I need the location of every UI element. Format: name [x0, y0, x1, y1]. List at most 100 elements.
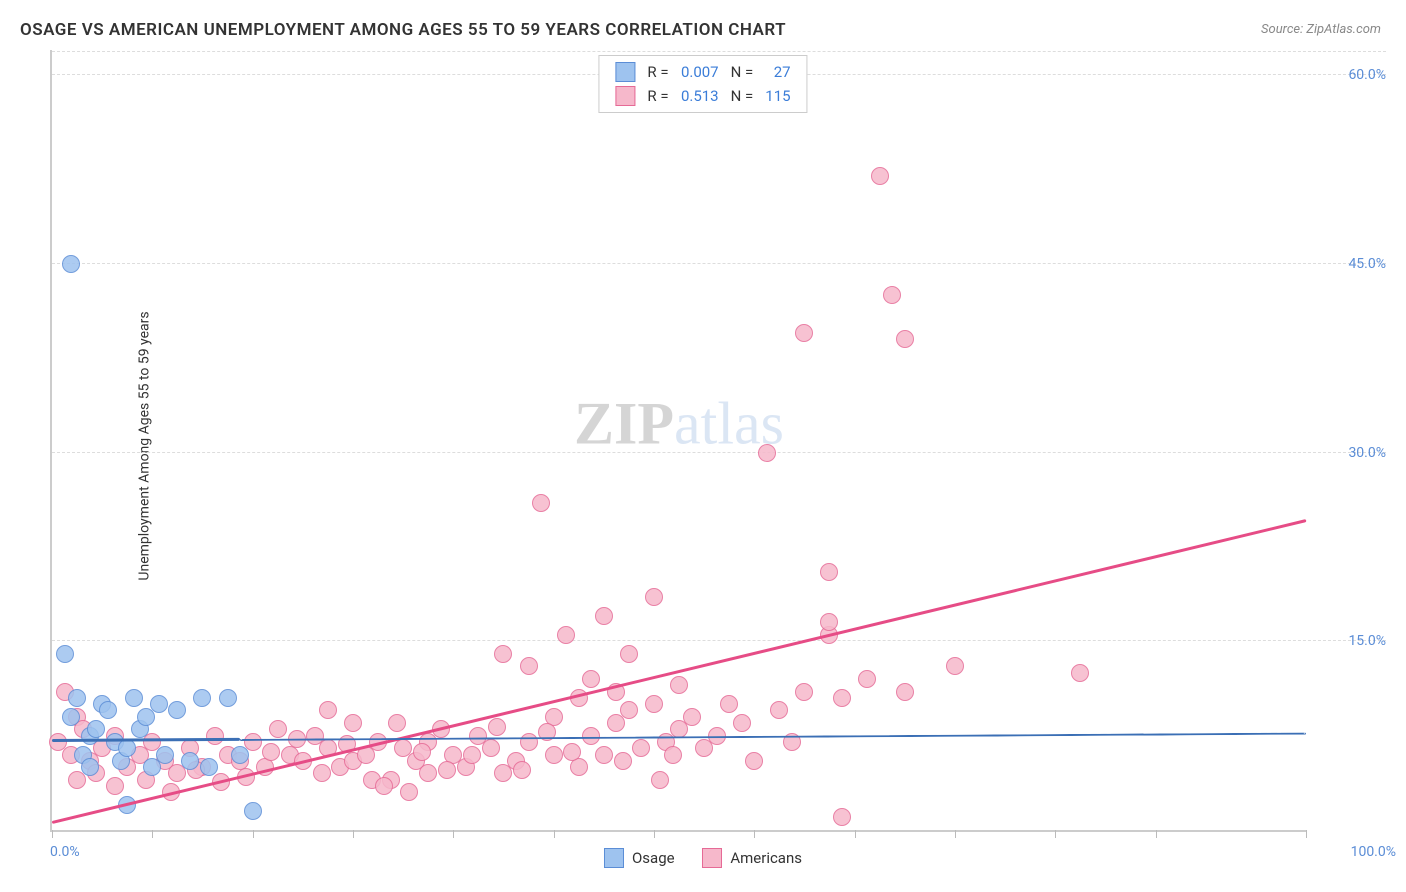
x-tick	[955, 830, 956, 838]
legend-row-osage: R = 0.007 N = 27	[609, 60, 796, 84]
data-point-americans	[758, 444, 776, 462]
data-point-americans	[319, 701, 337, 719]
x-tick	[253, 830, 254, 838]
data-point-osage	[244, 802, 262, 820]
y-tick-label: 45.0%	[1316, 256, 1386, 272]
data-point-americans	[833, 689, 851, 707]
x-tick	[453, 830, 454, 838]
data-point-osage	[99, 701, 117, 719]
x-tick	[1055, 830, 1056, 838]
y-tick-label: 15.0%	[1316, 633, 1386, 649]
data-point-osage	[193, 689, 211, 707]
data-point-americans	[582, 727, 600, 745]
data-point-americans	[488, 718, 506, 736]
data-point-americans	[820, 563, 838, 581]
data-point-americans	[620, 645, 638, 663]
data-point-americans	[745, 752, 763, 770]
data-point-americans	[563, 743, 581, 761]
data-point-americans	[733, 714, 751, 732]
data-point-osage	[62, 255, 80, 273]
watermark: ZIPatlas	[574, 390, 784, 459]
data-point-americans	[946, 657, 964, 675]
data-point-osage	[200, 758, 218, 776]
data-point-osage	[81, 758, 99, 776]
data-point-americans	[557, 626, 575, 644]
data-point-americans	[896, 330, 914, 348]
data-point-americans	[645, 695, 663, 713]
data-point-americans	[532, 494, 550, 512]
data-point-osage	[62, 708, 80, 726]
x-tick-label-max: 100.0%	[1351, 844, 1396, 860]
data-point-americans	[795, 683, 813, 701]
data-point-americans	[513, 761, 531, 779]
data-point-americans	[614, 752, 632, 770]
data-point-americans	[620, 701, 638, 719]
data-point-americans	[545, 746, 563, 764]
data-point-americans	[419, 764, 437, 782]
data-point-americans	[595, 746, 613, 764]
data-point-osage	[168, 701, 186, 719]
data-point-osage	[181, 752, 199, 770]
data-point-americans	[344, 714, 362, 732]
plot-area: ZIPatlas 15.0%30.0%45.0%60.0%0.0%100.0%	[50, 50, 1306, 832]
gridline	[52, 640, 1386, 641]
data-point-americans	[858, 670, 876, 688]
x-tick-label-min: 0.0%	[50, 844, 80, 860]
data-point-osage	[87, 720, 105, 738]
data-point-americans	[896, 683, 914, 701]
data-point-osage	[68, 689, 86, 707]
data-point-osage	[219, 689, 237, 707]
data-point-americans	[400, 783, 418, 801]
data-point-americans	[206, 727, 224, 745]
x-tick	[754, 830, 755, 838]
data-point-americans	[463, 746, 481, 764]
data-point-osage	[150, 695, 168, 713]
data-point-americans	[375, 777, 393, 795]
swatch-americans	[615, 86, 635, 106]
data-point-americans	[833, 808, 851, 826]
x-tick	[52, 830, 53, 838]
x-tick	[152, 830, 153, 838]
data-point-americans	[494, 645, 512, 663]
data-point-americans	[670, 676, 688, 694]
chart-container: OSAGE VS AMERICAN UNEMPLOYMENT AMONG AGE…	[0, 0, 1406, 892]
data-point-americans	[595, 607, 613, 625]
x-tick	[1156, 830, 1157, 838]
data-point-americans	[438, 761, 456, 779]
legend-row-americans: R = 0.513 N = 115	[609, 84, 796, 108]
data-point-americans	[106, 777, 124, 795]
swatch-osage	[615, 62, 635, 82]
data-point-americans	[820, 613, 838, 631]
regression-line	[52, 519, 1307, 824]
x-tick	[855, 830, 856, 838]
x-tick	[554, 830, 555, 838]
swatch-americans-icon	[702, 848, 722, 868]
chart-title: OSAGE VS AMERICAN UNEMPLOYMENT AMONG AGE…	[20, 20, 786, 40]
data-point-americans	[482, 739, 500, 757]
data-point-osage	[56, 645, 74, 663]
data-point-osage	[118, 739, 136, 757]
data-point-americans	[664, 746, 682, 764]
x-tick	[353, 830, 354, 838]
data-point-osage	[125, 689, 143, 707]
data-point-americans	[770, 701, 788, 719]
data-point-americans	[520, 733, 538, 751]
data-point-americans	[582, 670, 600, 688]
data-point-americans	[262, 743, 280, 761]
data-point-americans	[1071, 664, 1089, 682]
data-point-americans	[651, 771, 669, 789]
data-point-americans	[520, 657, 538, 675]
legend-stats: R = 0.007 N = 27 R = 0.513 N = 115	[598, 55, 807, 113]
gridline	[52, 452, 1386, 453]
data-point-americans	[413, 743, 431, 761]
data-point-americans	[645, 588, 663, 606]
data-point-americans	[883, 286, 901, 304]
x-tick	[1306, 830, 1307, 838]
y-tick-label: 30.0%	[1316, 445, 1386, 461]
data-point-americans	[795, 324, 813, 342]
y-tick-label: 60.0%	[1316, 67, 1386, 83]
data-point-americans	[871, 167, 889, 185]
source-label: Source: ZipAtlas.com	[1261, 22, 1381, 37]
data-point-americans	[269, 720, 287, 738]
x-tick	[654, 830, 655, 838]
